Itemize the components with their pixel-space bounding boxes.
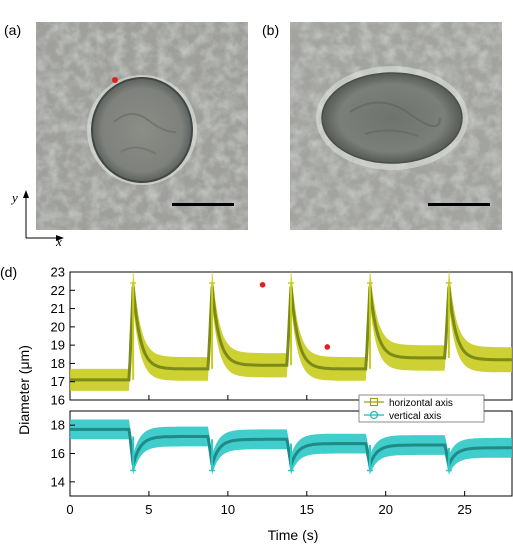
upper-ytick-label: 17 (51, 374, 65, 389)
legend-circle-marker (369, 410, 379, 420)
upper-ytick-label: 23 (51, 265, 65, 280)
red-marker (259, 282, 266, 288)
axis-y-label: y (12, 190, 18, 205)
red-markers (259, 282, 331, 350)
lower-ytick-label: 16 (51, 446, 65, 461)
xtick-label: 20 (378, 502, 392, 517)
axis-x-label: x (56, 234, 62, 249)
xtick-label: 0 (66, 502, 73, 517)
lower-ytick-label: 18 (51, 418, 65, 433)
legend-square-marker (369, 397, 379, 407)
upper-ytick-label: 21 (51, 301, 65, 316)
scale-bar (428, 203, 490, 206)
xtick-label: 5 (145, 502, 152, 517)
x-axis: 0 5 10 15 20 25 (66, 395, 472, 517)
upper-ytick-label: 22 (51, 283, 65, 298)
red-marker (324, 344, 331, 350)
axes-indicator: y x (6, 188, 66, 249)
x-axis-label: Time (s) (268, 527, 319, 543)
upper-panel: 16 17 18 19 20 21 22 23 (51, 265, 513, 408)
panel-label-b: (b) (262, 22, 280, 38)
upper-ytick-label: 20 (51, 319, 65, 334)
upper-ytick-label: 18 (51, 356, 65, 371)
legend: horizontal axis vertical axis (358, 394, 485, 423)
lower-ytick-label: 14 (51, 474, 65, 489)
upper-ytick-label: 16 (51, 393, 65, 408)
vertical-series-band (70, 419, 512, 475)
cell-deformed (321, 72, 463, 164)
legend-item-vertical: vertical axis (389, 411, 441, 422)
scale-bar (172, 203, 234, 206)
xtick-label: 15 (300, 502, 314, 517)
panel-label-a: (a) (4, 22, 22, 38)
cell-round (91, 77, 193, 183)
micrograph-a (36, 22, 248, 230)
panel-label-d: (d) (0, 264, 17, 280)
upper-ytick-label: 19 (51, 338, 65, 353)
lower-panel: 14 16 18 (51, 410, 513, 497)
legend-item-horizontal: horizontal axis (389, 398, 453, 409)
legend-box (358, 394, 485, 423)
xtick-label: 10 (221, 502, 235, 517)
micrograph-b (290, 22, 502, 230)
y-axis-label: Diameter (μm) (16, 345, 32, 435)
xtick-label: 25 (457, 502, 471, 517)
red-marker (112, 77, 118, 83)
horizontal-series-band (70, 268, 512, 391)
